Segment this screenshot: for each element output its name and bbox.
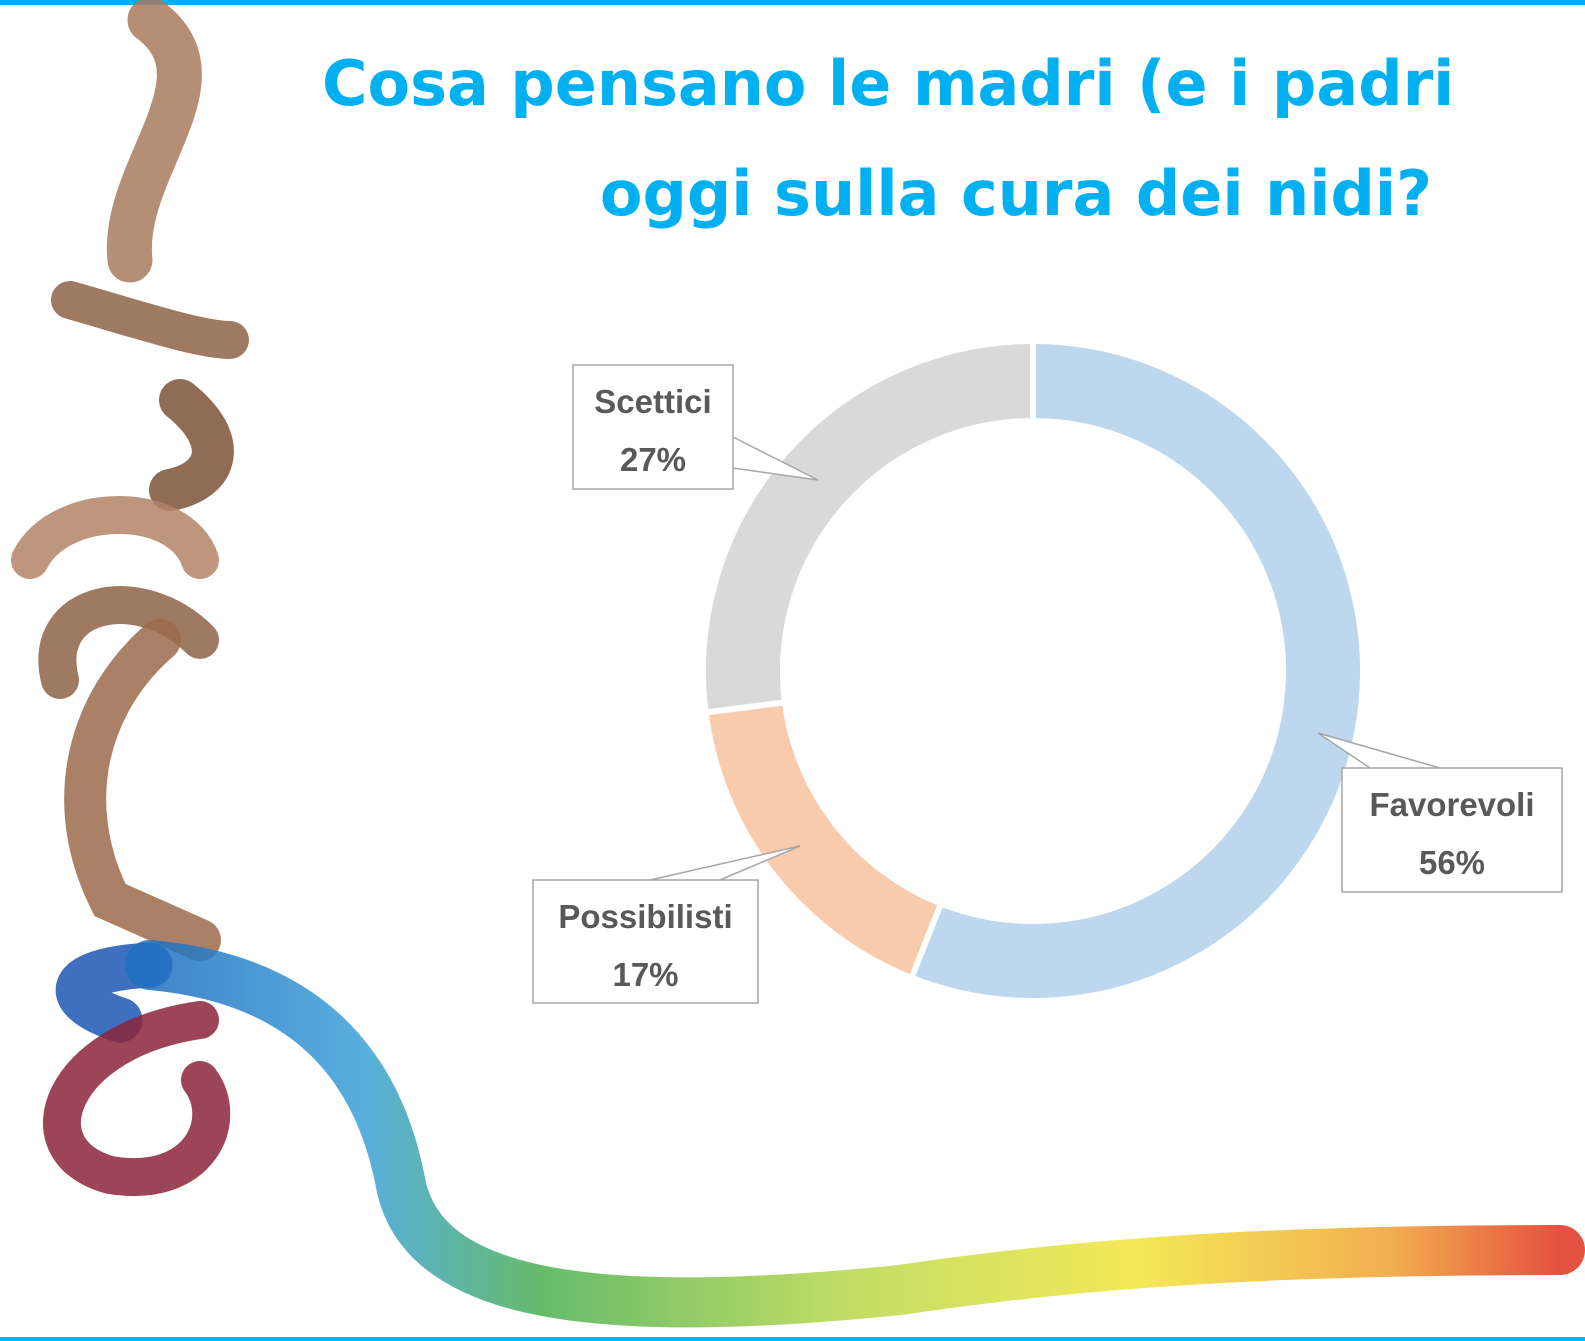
category-label: Favorevoli [1369,786,1534,823]
chart-title: Cosa pensano le madri (e i padri [322,47,1454,120]
top-border [0,0,1585,5]
value-label: 17% [612,956,678,993]
category-label: Scettici [594,383,711,420]
donut: Favorevoli 56% Possibilisti 17% Scettici 27% [533,341,1562,1003]
value-label: 27% [620,441,686,478]
donut-slice [912,341,1363,1001]
donut-slice [703,341,1033,712]
bottom-border [0,1337,1585,1341]
category-label: Possibilisti [558,898,732,935]
slide: Cosa pensano le madri (e i padri oggi su… [0,0,1585,1341]
chart-title: oggi sulla cura dei nidi? [600,157,1432,230]
value-label: 56% [1419,844,1485,881]
